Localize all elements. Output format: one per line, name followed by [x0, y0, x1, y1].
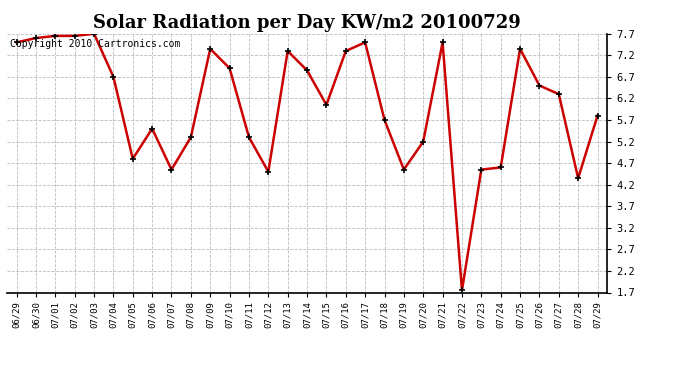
Text: Copyright 2010 Cartronics.com: Copyright 2010 Cartronics.com: [10, 39, 180, 49]
Title: Solar Radiation per Day KW/m2 20100729: Solar Radiation per Day KW/m2 20100729: [93, 14, 521, 32]
